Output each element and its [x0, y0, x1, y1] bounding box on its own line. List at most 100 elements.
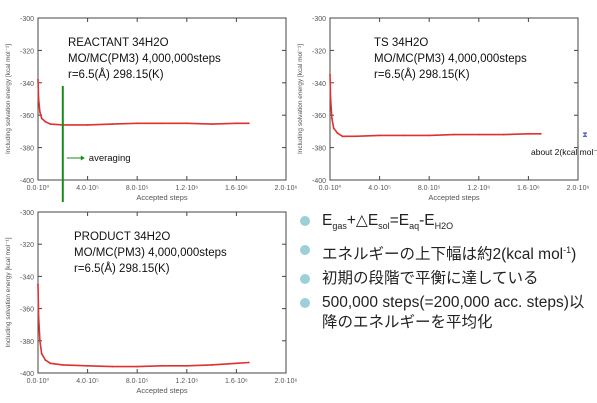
y-tick-label: -360 — [20, 113, 34, 120]
data-point — [111, 365, 114, 368]
data-point — [39, 111, 41, 113]
data-point — [331, 117, 333, 120]
x-tick-label: 1.6·10⁶ — [225, 185, 248, 192]
y-tick-label: -340 — [312, 81, 326, 88]
y-tick-label: -300 — [20, 16, 34, 23]
averaging-arrow-head — [80, 155, 85, 161]
data-point — [329, 98, 332, 100]
x-tick-label: 0.0·10⁰ — [319, 184, 342, 192]
data-point — [502, 133, 505, 136]
y-tick-label: -380 — [20, 146, 34, 153]
data-point — [539, 132, 542, 135]
bullet-dot-icon — [300, 298, 310, 309]
chart-method-annotation: MO/MC(PM3) 4,000,000steps — [68, 53, 221, 65]
bullet-item-energy-equation: Egas+△Esol=Eaq-EH2O — [296, 211, 596, 236]
averaging-text: 500,000 steps(=200,000 acc. steps)以降のエネル… — [322, 294, 585, 332]
data-point — [61, 364, 64, 366]
energy-equation: Egas+△Esol=Eaq-EH2O — [322, 212, 454, 232]
chart-condition-annotation: r=6.5(Å) 298.15(K) — [374, 68, 470, 81]
data-point — [161, 122, 163, 125]
bullet-dot-icon — [300, 245, 310, 256]
plot-frame — [37, 17, 287, 181]
x-tick-label: 4.0·10⁵ — [76, 185, 99, 192]
data-point — [37, 315, 40, 318]
averaging-label: averaging — [89, 153, 131, 164]
x-tick-label: 8.0·10⁵ — [126, 185, 149, 192]
data-point — [86, 364, 89, 367]
x-tick-label: 1.6·10⁶ — [517, 185, 540, 192]
data-point — [111, 123, 114, 125]
x-tick-label: 4.0·10⁵ — [76, 378, 99, 385]
data-point — [185, 364, 188, 367]
chart-title: PRODUCT 34H2O — [74, 231, 170, 243]
data-point — [453, 133, 455, 136]
y-tick-label: -400 — [20, 371, 34, 378]
y-tick-label: -340 — [20, 81, 34, 88]
x-tick-label: 1.2·10⁶ — [175, 378, 198, 385]
x-axis-label: Accepted steps — [136, 193, 188, 202]
y-tick-label: -400 — [312, 178, 326, 185]
bullet-list: Egas+△Esol=Eaq-EH2O エネルギーの上下幅は約2(kcal mo… — [296, 211, 596, 337]
y-tick-label: -340 — [20, 274, 34, 281]
data-point — [353, 135, 356, 138]
y-tick-label: -300 — [312, 16, 326, 23]
data-point — [136, 365, 139, 368]
data-point — [44, 359, 47, 361]
data-point — [235, 122, 238, 125]
chart-title: TS 34H2O — [374, 37, 428, 49]
x-tick-label: 1.6·10⁶ — [225, 378, 248, 385]
chart-title: REACTANT 34H2O — [68, 37, 169, 49]
data-point — [49, 362, 52, 365]
data-point — [477, 133, 480, 136]
data-point — [161, 364, 163, 367]
data-point — [86, 124, 89, 126]
y-axis-label: Including solvation energy [kcal mol⁻¹] — [5, 44, 12, 154]
data-point — [235, 362, 238, 365]
x-tick-label: 8.0·10⁵ — [126, 378, 149, 385]
data-point — [403, 134, 406, 137]
y-tick-label: -360 — [312, 113, 326, 120]
chart-condition-annotation: r=6.5(Å) 298.15(K) — [74, 262, 170, 275]
y-axis-label: Including solvation energy [kcal mol⁻¹] — [5, 237, 12, 347]
data-point — [136, 122, 139, 125]
x-tick-label: 1.2·10⁶ — [467, 185, 490, 192]
data-point — [341, 135, 344, 138]
x-tick-label: 8.0·10⁵ — [418, 185, 441, 192]
y-tick-label: -380 — [312, 146, 326, 153]
y-tick-label: -320 — [20, 242, 34, 249]
y-tick-label: -320 — [312, 48, 326, 55]
data-point — [336, 132, 339, 134]
data-point — [329, 73, 331, 76]
x-tick-label: 0.0·10⁰ — [27, 377, 50, 385]
y-tick-label: -380 — [20, 339, 34, 346]
chart-condition-annotation: r=6.5(Å) 298.15(K) — [68, 68, 164, 81]
x-tick-label: 0.0·10⁰ — [27, 184, 50, 192]
y-axis-label: Including solvation energy [kcal mol⁻¹] — [297, 44, 304, 154]
plot-frame — [37, 211, 287, 374]
x-tick-label: 2.0·10⁶ — [275, 378, 298, 385]
data-point — [37, 98, 40, 100]
x-tick-label: 2.0·10⁶ — [567, 185, 590, 192]
fluctuation-text: エネルギーの上下幅は約2(kcal mol-1) — [322, 245, 577, 264]
data-point — [527, 132, 530, 135]
y-tick-label: -320 — [20, 48, 34, 55]
data-point — [247, 361, 250, 364]
x-tick-label: 4.0·10⁵ — [368, 185, 391, 192]
x-tick-label: 2.0·10⁶ — [275, 185, 298, 192]
data-point — [40, 352, 43, 355]
data-point — [210, 364, 213, 366]
data-point — [428, 134, 431, 137]
bullet-dot-icon — [300, 216, 310, 226]
data-point — [332, 127, 335, 130]
x-axis-label: Accepted steps — [136, 386, 188, 395]
y-tick-label: -400 — [20, 178, 34, 185]
data-point — [49, 123, 52, 125]
bullet-dot-icon — [300, 274, 310, 285]
bullet-item-equilibrium: 初期の段階で平衡に達している — [296, 269, 596, 289]
data-point — [37, 78, 39, 81]
data-point — [40, 117, 43, 120]
data-point — [185, 122, 188, 125]
x-tick-label: 1.2·10⁶ — [175, 185, 198, 192]
fluctuation-annotation: about 2(kcal mol⁻¹) — [531, 147, 597, 157]
